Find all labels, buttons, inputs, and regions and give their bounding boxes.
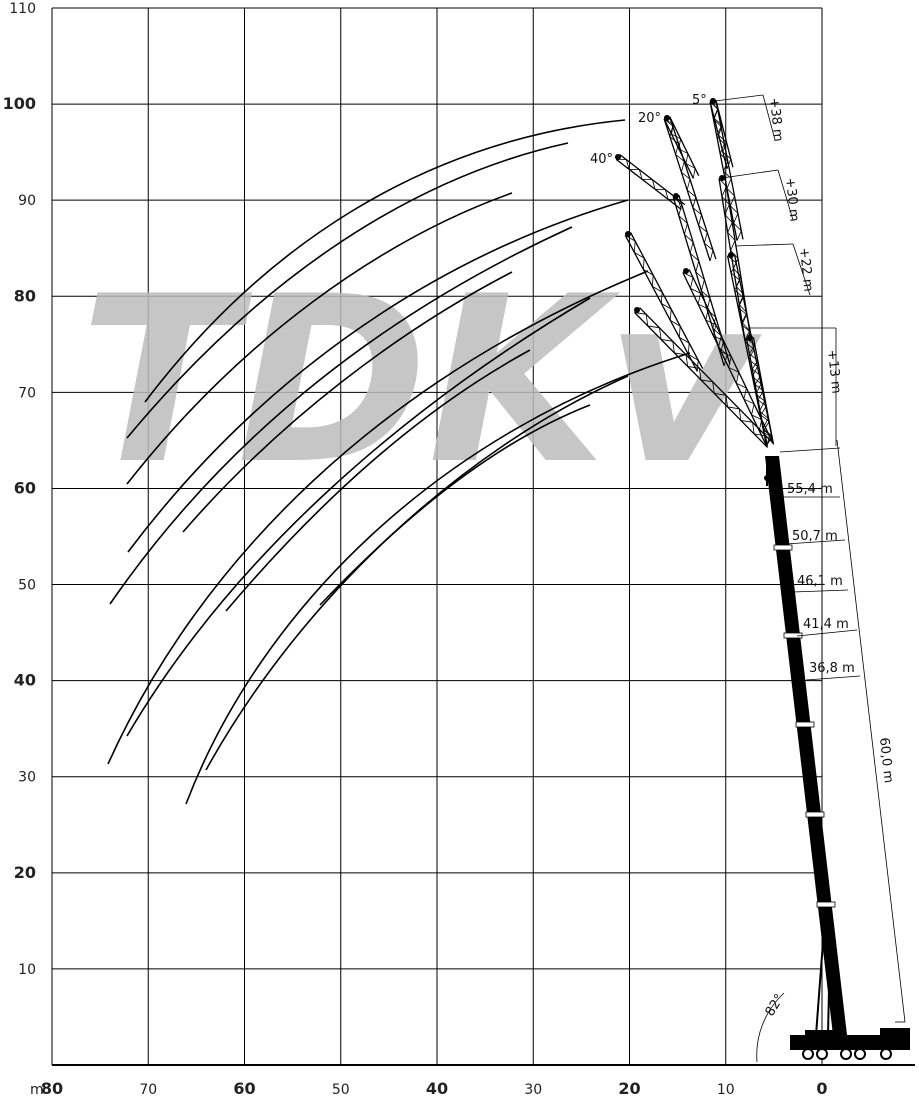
x-tick-label: 30: [524, 1082, 542, 1098]
jib-lattice: [709, 98, 734, 169]
jib-offset-label: 20°: [638, 111, 661, 126]
grid: [51, 7, 915, 1066]
range-curve: [225, 349, 531, 612]
jib-lattice: [718, 175, 752, 341]
dimension-lines: [714, 94, 906, 1063]
x-tick-label: 10: [717, 1082, 735, 1098]
range-curve: [182, 271, 513, 533]
main-boom-length-label: 60,0 m: [876, 737, 896, 784]
jib-length-label: +13 m: [824, 349, 844, 395]
y-tick-label: 30: [18, 770, 36, 786]
boom-angle-label: 82°: [763, 992, 788, 1019]
range-curve: [109, 226, 573, 605]
range-curve: [319, 404, 591, 606]
watermark: TDKv: [80, 248, 762, 515]
boom-length-label: 36,8 m: [809, 661, 855, 676]
y-tick-label: 60: [14, 478, 36, 497]
jib-lattice: [672, 193, 731, 367]
jib-lattice: [615, 154, 686, 210]
jib-lattice: [663, 115, 700, 179]
y-tick-label: 40: [14, 671, 36, 690]
jib-length-label: +38 m: [766, 97, 786, 143]
range-curves: [107, 119, 691, 805]
y-tick-label: 80: [14, 286, 36, 305]
y-tick-label: 70: [18, 385, 36, 401]
jib-offset-label: 40°: [590, 152, 613, 167]
x-tick-label: 50: [332, 1082, 350, 1098]
y-axis-ticks: 10 20 30 40 50 60 70 80 90 100 110: [3, 1, 36, 978]
x-tick-label: 20: [618, 1079, 640, 1098]
range-curve: [126, 192, 513, 485]
x-tick-label: 70: [139, 1082, 157, 1098]
jib-lattice: [682, 268, 774, 447]
jib-lattices: [615, 98, 775, 448]
boom-length-label: 41,4 m: [803, 617, 849, 632]
range-curve: [107, 270, 649, 765]
x-tick-label: 80: [41, 1079, 63, 1098]
x-tick-label: 0: [816, 1079, 827, 1098]
y-tick-label: 100: [3, 94, 36, 113]
jib-offset-label: 5°: [692, 93, 707, 108]
y-tick-label: 90: [18, 193, 36, 209]
range-curve: [144, 119, 626, 403]
x-unit-label: m: [30, 1082, 44, 1098]
y-tick-label: 20: [14, 863, 36, 882]
y-tick-label: 10: [18, 962, 36, 978]
jib-length-label: +22 m: [796, 247, 816, 293]
range-curve: [185, 352, 691, 805]
jib-lattice: [624, 231, 704, 372]
boom-length-label: 46,1 m: [797, 574, 843, 589]
range-curve: [126, 297, 591, 737]
boom-length-label: 50,7 m: [792, 529, 838, 544]
y-tick-label: 110: [9, 1, 36, 17]
jib-lattice: [634, 307, 773, 448]
main-boom: [764, 456, 847, 1036]
crane-carrier: [790, 1028, 910, 1060]
range-curve: [127, 199, 629, 553]
y-tick-label: 50: [18, 578, 36, 594]
x-axis-ticks: 80 70 60 50 40 30 20 10 0: [41, 1079, 828, 1098]
boom-length-label: 55,4 m: [787, 482, 833, 497]
jib-length-label: +30 m: [782, 177, 802, 223]
x-tick-label: 60: [233, 1079, 255, 1098]
x-tick-label: 40: [426, 1079, 448, 1098]
range-curve: [126, 142, 569, 439]
